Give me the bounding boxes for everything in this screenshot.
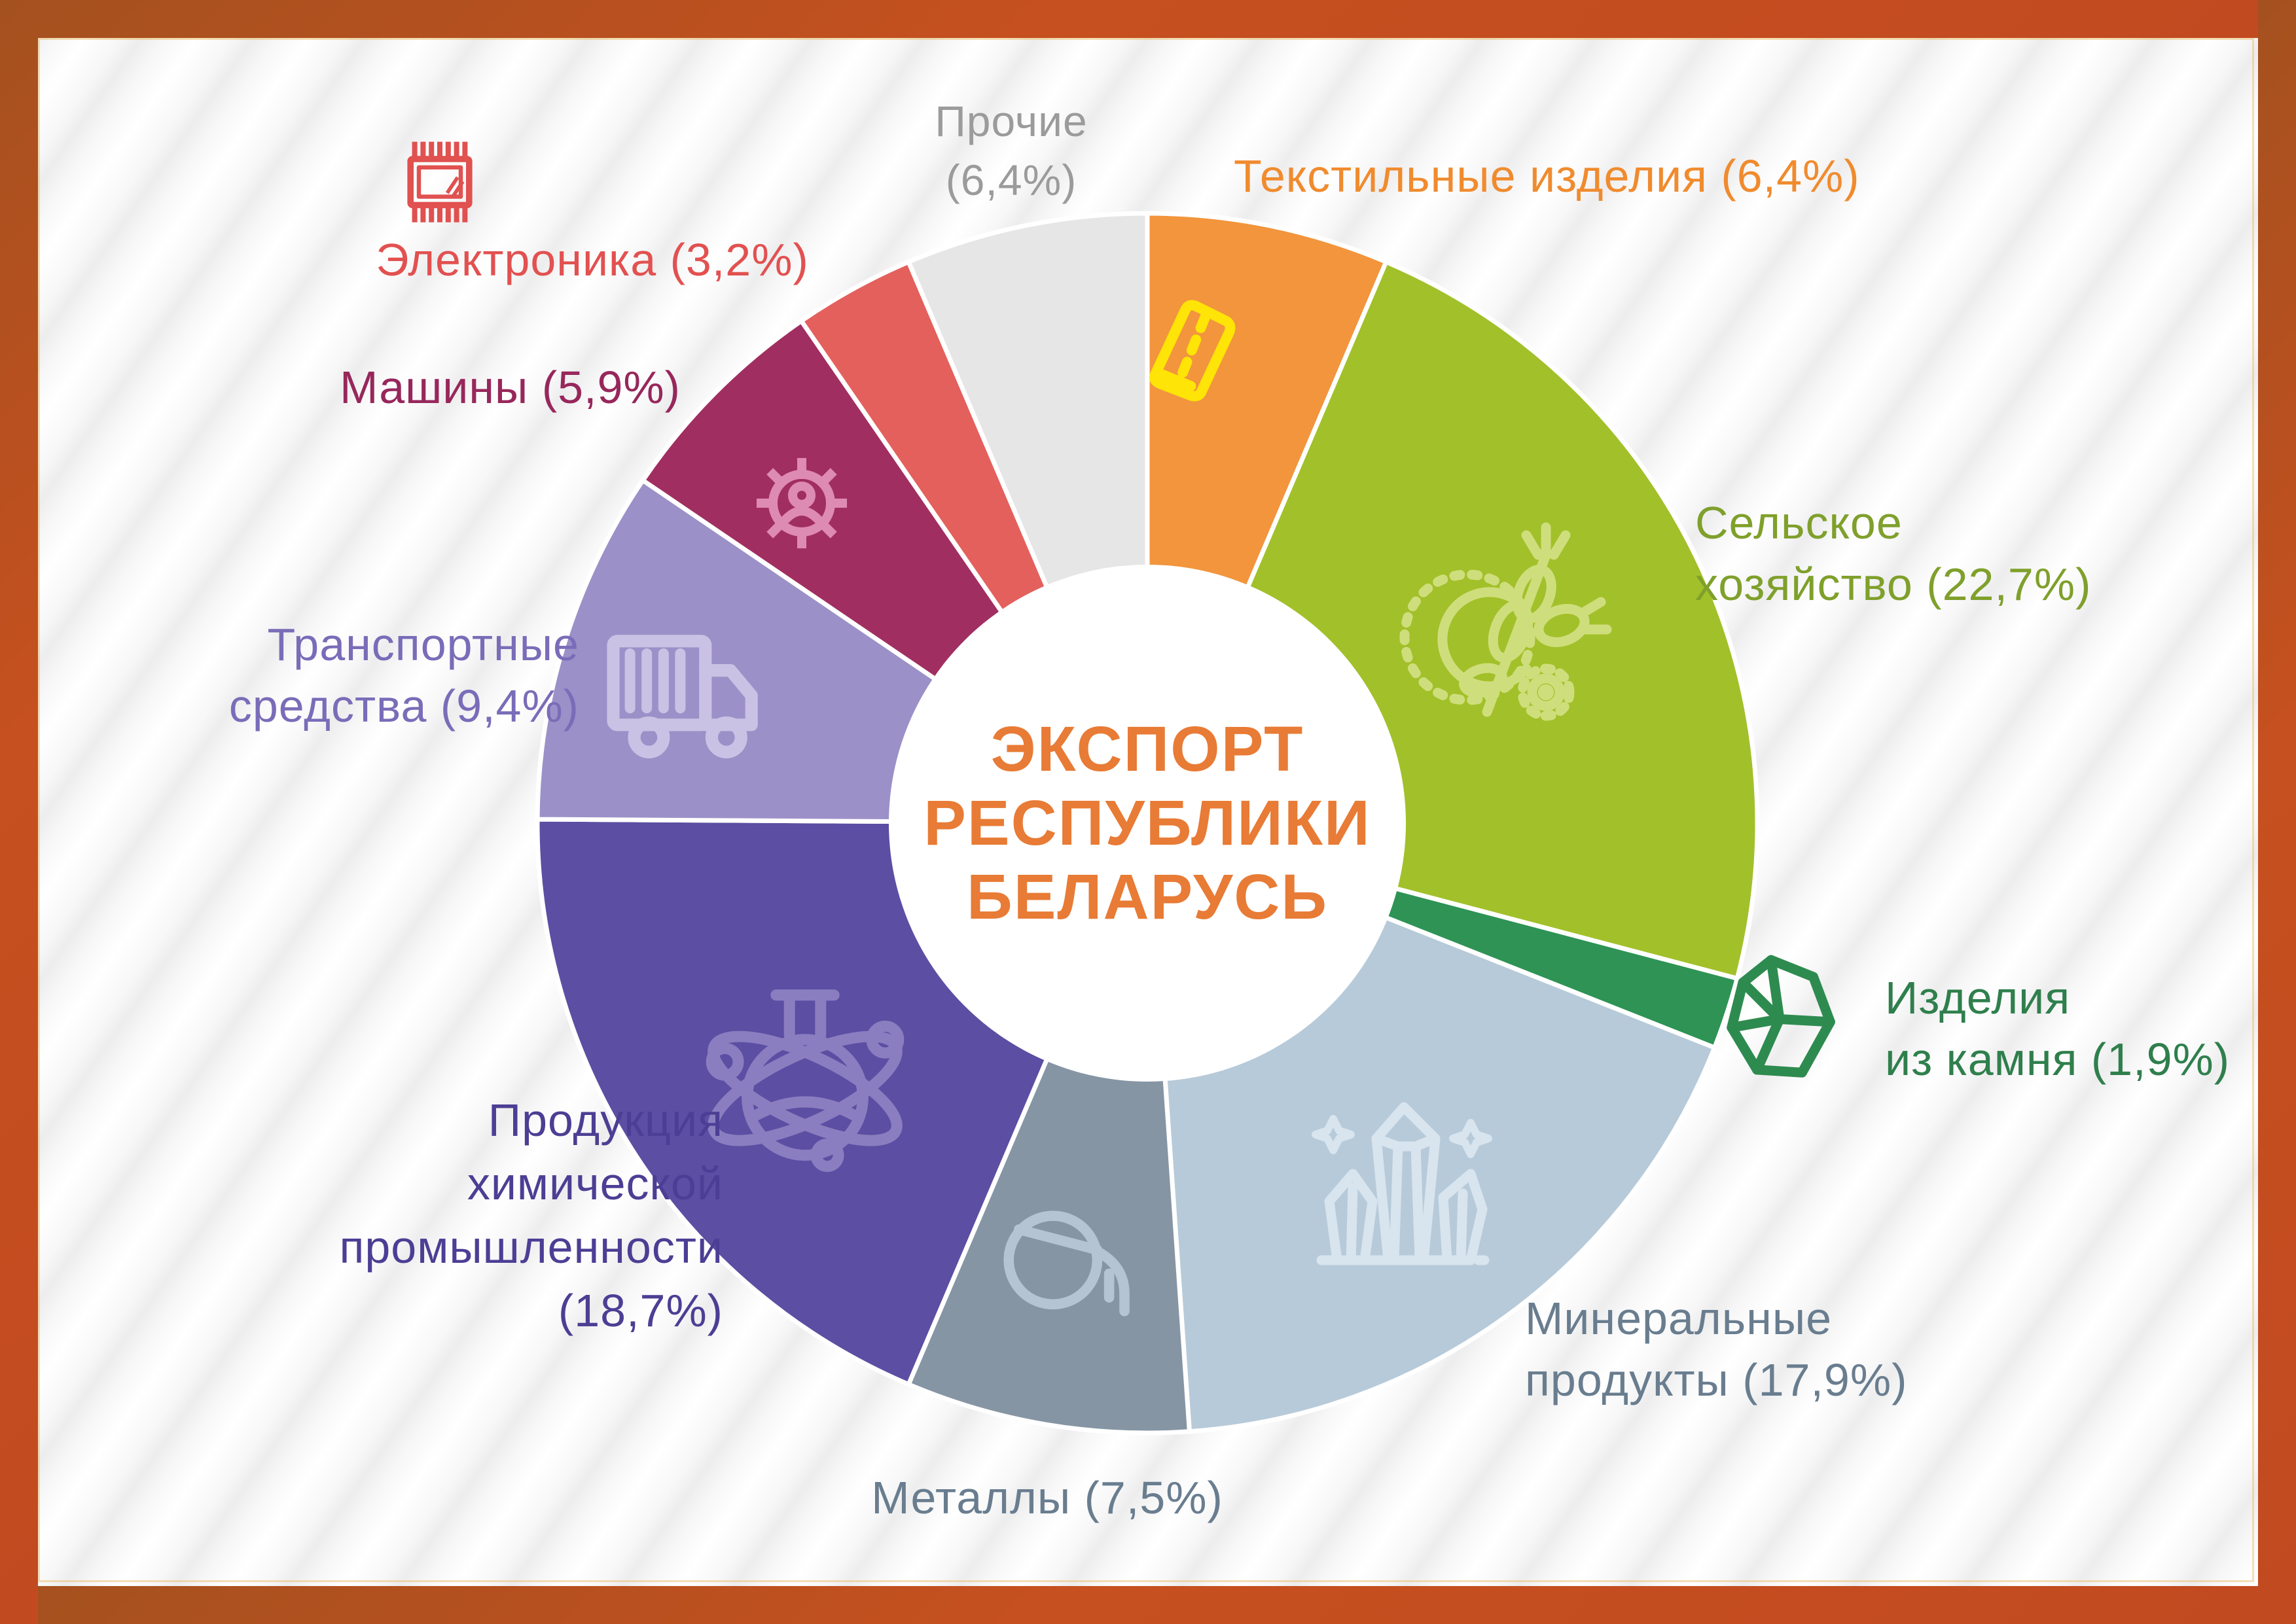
chip-icon — [407, 141, 473, 222]
label-stone-products: Изделия из камня (1,9%) — [1885, 972, 2231, 1085]
truck-icon — [607, 635, 758, 759]
frame-border-bottom — [0, 1586, 2296, 1624]
label-textile: Текстильные изделия (6,4%) — [1234, 150, 1860, 202]
wheat-icon — [1399, 522, 1612, 721]
chart-title: ЭКСПОРТ РЕСПУБЛИКИ БЕЛАРУСЬ — [924, 713, 1371, 932]
donut-hole — [889, 565, 1406, 1082]
frame-border-left — [0, 0, 38, 1624]
frame-border-top — [0, 0, 2296, 38]
label-agriculture: Сельское хозяйство (22,7%) — [1695, 497, 2092, 610]
label-other: Прочие (6,4%) — [935, 97, 1088, 204]
crystals-icon — [1312, 1102, 1492, 1265]
gem-icon — [1727, 955, 1835, 1078]
fabric-roll-icon — [1149, 300, 1236, 402]
label-transport: Транспортные средства (9,4%) — [228, 619, 579, 732]
gear-person-icon — [757, 458, 847, 548]
atom-flask-icon — [706, 989, 905, 1173]
label-electronics: Электроника (3,2%) — [376, 234, 809, 285]
ladle-icon — [1003, 1210, 1130, 1316]
label-metals: Металлы (7,5%) — [871, 1472, 1223, 1523]
label-mineral-products: Минеральные продукты (17,9%) — [1525, 1293, 1908, 1405]
label-machines: Машины (5,9%) — [340, 362, 681, 413]
label-chemical-products: Продукция химической промышленности (18,… — [339, 1095, 723, 1336]
frame-border-right — [2258, 0, 2296, 1624]
